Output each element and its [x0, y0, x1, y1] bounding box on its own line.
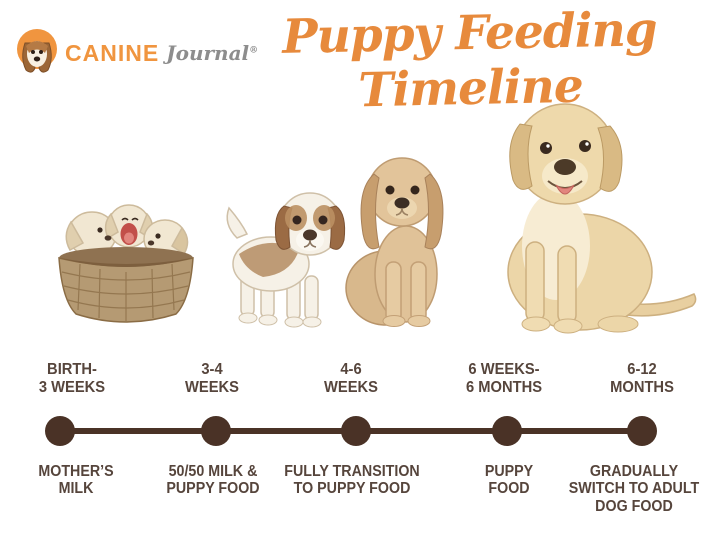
- stage-food-label-3: FULLY TRANSITION TO PUPPY FOOD: [284, 463, 420, 498]
- stage-age-label-5: 6-12 MONTHS: [610, 361, 674, 396]
- dog-head-logo-icon: [17, 29, 57, 73]
- stage-food-label-1: MOTHER’S MILK: [38, 463, 114, 498]
- labrador-puppy-sitting-illustration: [507, 103, 697, 334]
- stage-food-label-5: GRADUALLY SWITCH TO ADULT DOG FOOD: [568, 463, 700, 515]
- timeline-dot-2: [201, 416, 231, 446]
- stage-food-label-4: PUPPY FOOD: [484, 463, 534, 498]
- spaniel-puppy-sitting-illustration: [345, 157, 444, 327]
- stage-age-label-3: 4-6 WEEKS: [324, 361, 378, 396]
- trademark-symbol: ®: [249, 45, 259, 56]
- beagle-puppy-standing-illustration: [226, 192, 346, 328]
- newborn-puppies-in-basket-illustration: [58, 204, 194, 323]
- stage-age-label-4: 6 WEEKS- 6 MONTHS: [465, 361, 543, 396]
- stage-age-label-2: 3-4 WEEKS: [185, 361, 239, 396]
- timeline-dot-1: [45, 416, 75, 446]
- timeline-dot-5: [627, 416, 657, 446]
- canine-journal-logo: CANINE Journal®: [14, 28, 258, 78]
- brand-name-bold: CANINE: [65, 39, 160, 66]
- timeline-dot-4: [492, 416, 522, 446]
- stage-food-label-2: 50/50 MILK & PUPPY FOOD: [166, 463, 260, 498]
- brand-name-script: Journal®: [166, 41, 259, 65]
- stage-age-label-1: BIRTH- 3 WEEKS: [38, 361, 106, 396]
- timeline-dot-3: [341, 416, 371, 446]
